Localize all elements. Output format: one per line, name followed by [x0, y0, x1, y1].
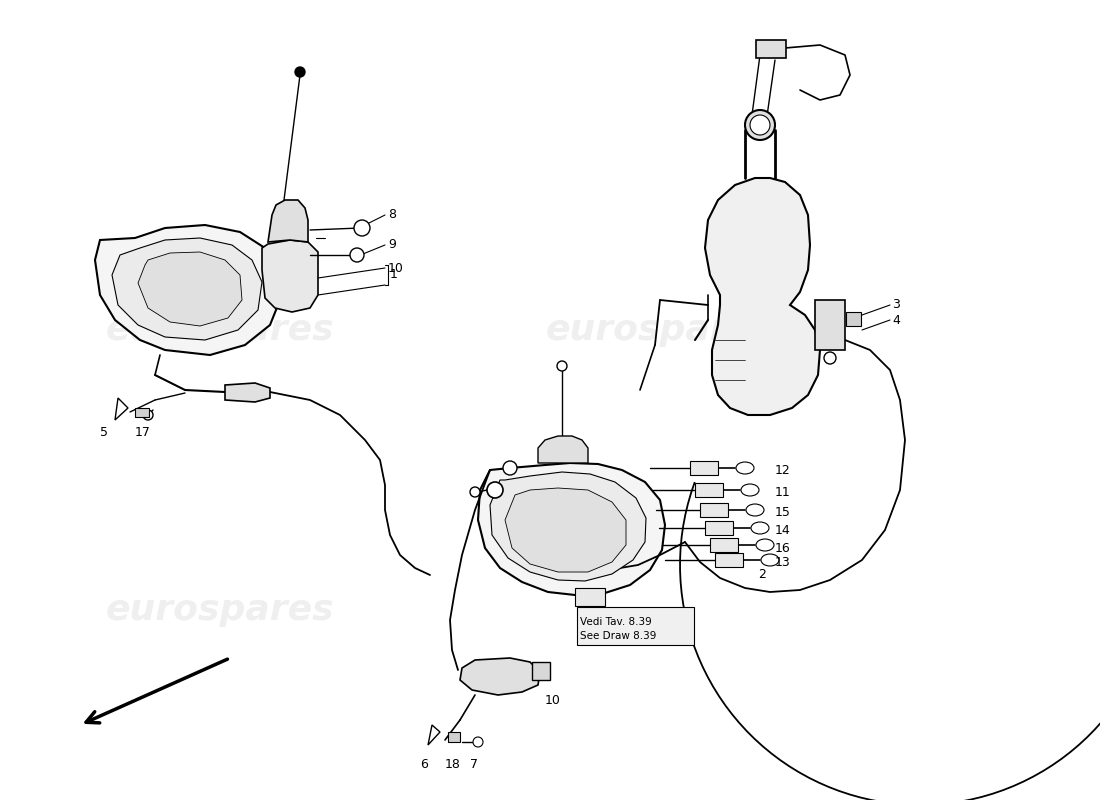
Text: 14: 14	[776, 525, 791, 538]
Text: 7: 7	[470, 758, 478, 771]
Polygon shape	[490, 472, 646, 581]
Bar	[756, 40, 786, 58]
Text: Vedi Tav. 8.39: Vedi Tav. 8.39	[580, 617, 651, 627]
Ellipse shape	[761, 554, 779, 566]
Polygon shape	[95, 225, 280, 355]
Text: 4: 4	[892, 314, 900, 326]
Text: 5: 5	[100, 426, 108, 438]
Circle shape	[295, 67, 305, 77]
Polygon shape	[138, 252, 242, 326]
Bar	[715, 553, 742, 567]
Text: 3: 3	[892, 298, 900, 311]
Circle shape	[503, 461, 517, 475]
Text: 8: 8	[388, 209, 396, 222]
Circle shape	[470, 487, 480, 497]
Bar	[695, 483, 723, 497]
Circle shape	[557, 361, 566, 371]
Bar	[700, 503, 728, 517]
Text: See Draw 8.39: See Draw 8.39	[580, 631, 657, 641]
Circle shape	[354, 220, 370, 236]
Bar	[135, 408, 149, 417]
Text: 15: 15	[776, 506, 791, 519]
Text: eurospares: eurospares	[546, 313, 774, 347]
Text: 10: 10	[544, 694, 561, 706]
Text: 6: 6	[420, 758, 428, 771]
Text: 18: 18	[446, 758, 461, 771]
Bar	[575, 588, 605, 606]
Bar	[690, 461, 718, 475]
Bar	[448, 732, 460, 742]
Text: 11: 11	[776, 486, 791, 499]
Bar	[710, 538, 738, 552]
Circle shape	[750, 115, 770, 135]
Text: 16: 16	[776, 542, 791, 554]
Text: 10: 10	[388, 262, 404, 274]
Text: eurospares: eurospares	[106, 313, 334, 347]
Bar	[846, 312, 861, 326]
Ellipse shape	[756, 539, 774, 551]
Ellipse shape	[741, 484, 759, 496]
FancyBboxPatch shape	[578, 607, 694, 645]
Bar	[705, 521, 733, 535]
Text: 2: 2	[758, 567, 766, 581]
Circle shape	[143, 410, 153, 420]
Polygon shape	[262, 240, 318, 312]
Text: 12: 12	[776, 465, 791, 478]
Text: 1: 1	[390, 269, 398, 282]
Polygon shape	[478, 463, 666, 595]
Polygon shape	[505, 488, 626, 572]
Text: 9: 9	[388, 238, 396, 251]
Circle shape	[745, 110, 776, 140]
Circle shape	[350, 248, 364, 262]
Text: 17: 17	[135, 426, 151, 438]
Bar	[532, 662, 550, 680]
Polygon shape	[705, 178, 820, 415]
Circle shape	[824, 352, 836, 364]
Circle shape	[487, 482, 503, 498]
Polygon shape	[460, 658, 540, 695]
Polygon shape	[538, 436, 588, 463]
Text: 13: 13	[776, 557, 791, 570]
Bar	[815, 300, 845, 350]
Polygon shape	[268, 200, 308, 242]
Polygon shape	[112, 238, 262, 340]
Ellipse shape	[736, 462, 754, 474]
Ellipse shape	[746, 504, 764, 516]
Polygon shape	[428, 725, 440, 745]
Circle shape	[473, 737, 483, 747]
Text: eurospares: eurospares	[106, 593, 334, 627]
Ellipse shape	[751, 522, 769, 534]
Polygon shape	[226, 383, 270, 402]
Polygon shape	[116, 398, 128, 420]
